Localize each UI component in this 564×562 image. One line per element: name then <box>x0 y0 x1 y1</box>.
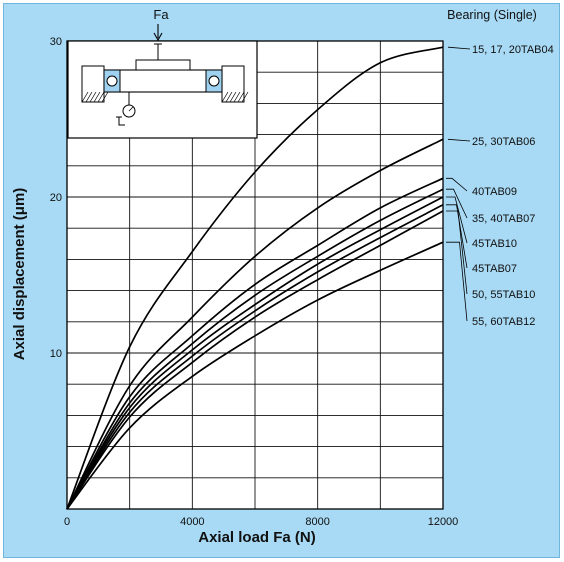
label-leader <box>446 204 468 269</box>
series-line <box>66 210 444 510</box>
series-label: 15, 17, 20TAB04 <box>472 44 554 56</box>
hatch-line <box>101 91 109 103</box>
label-leader <box>446 210 468 295</box>
bearing-ball <box>208 75 220 87</box>
hatch-line <box>93 91 101 103</box>
series-label: 40TAB09 <box>472 186 517 198</box>
hatch-line <box>233 91 241 103</box>
legend-title: Bearing (Single) <box>447 8 537 22</box>
hatch-line <box>221 91 229 103</box>
chart-frame: 15, 17, 20TAB04 25, 30TAB06 40TAB09 35, 40T… <box>3 3 560 558</box>
hatch-line <box>89 91 97 103</box>
series-line <box>66 138 444 510</box>
series-label: 45TAB07 <box>472 263 517 275</box>
label-leader <box>446 177 468 192</box>
series-line <box>66 204 444 510</box>
label-leader <box>447 138 471 142</box>
x-tick-label: 8000 <box>305 516 329 528</box>
y-tick-label: 30 <box>50 36 62 48</box>
series-label: 35, 40TAB07 <box>472 213 535 225</box>
bearing-inset-diagram <box>67 24 258 139</box>
series-label: 50, 55TAB10 <box>472 289 535 301</box>
hatch-line <box>237 91 245 103</box>
hatch-line <box>81 91 89 103</box>
y-axis-label: Axial displacement (μm) <box>11 188 28 361</box>
hatch-line <box>225 91 233 103</box>
gauge-bracket <box>116 116 125 126</box>
shaft <box>103 69 223 93</box>
series-label: 25, 30TAB06 <box>472 136 535 148</box>
label-leader <box>446 241 468 322</box>
label-leaders <box>446 46 471 322</box>
tick-labels: 0 4000 8000 12000 10 20 30 <box>50 36 459 528</box>
label-leader <box>447 46 471 50</box>
series-line <box>66 188 444 510</box>
series-labels: 15, 17, 20TAB04 25, 30TAB06 40TAB09 35, 40T… <box>472 44 554 328</box>
chart-svg: 15, 17, 20TAB04 25, 30TAB06 40TAB09 35, 40T… <box>11 7 554 546</box>
series-curves <box>66 46 444 510</box>
gauge-needle <box>128 106 134 112</box>
series-line <box>66 46 444 510</box>
y-tick-label: 20 <box>50 192 62 204</box>
series-line <box>66 177 444 510</box>
series-line <box>66 196 444 510</box>
label-leader <box>446 196 468 244</box>
x-tick-label: 4000 <box>180 516 204 528</box>
hatch-line <box>85 91 93 103</box>
label-leader <box>446 188 468 219</box>
hatch-line <box>229 91 237 103</box>
hatch-line <box>97 91 105 103</box>
loading-plate <box>135 59 191 71</box>
hatch-line <box>241 91 249 103</box>
x-axis-label: Axial load Fa (N) <box>198 529 316 546</box>
inset-force-label: Fa <box>153 7 169 22</box>
series-label: 45TAB10 <box>472 238 517 250</box>
series-label: 55, 60TAB12 <box>472 316 535 328</box>
bearing-ball <box>106 75 118 87</box>
y-tick-label: 10 <box>50 348 62 360</box>
x-tick-label: 12000 <box>428 516 459 528</box>
series-line <box>66 241 444 510</box>
x-tick-label: 0 <box>64 516 70 528</box>
